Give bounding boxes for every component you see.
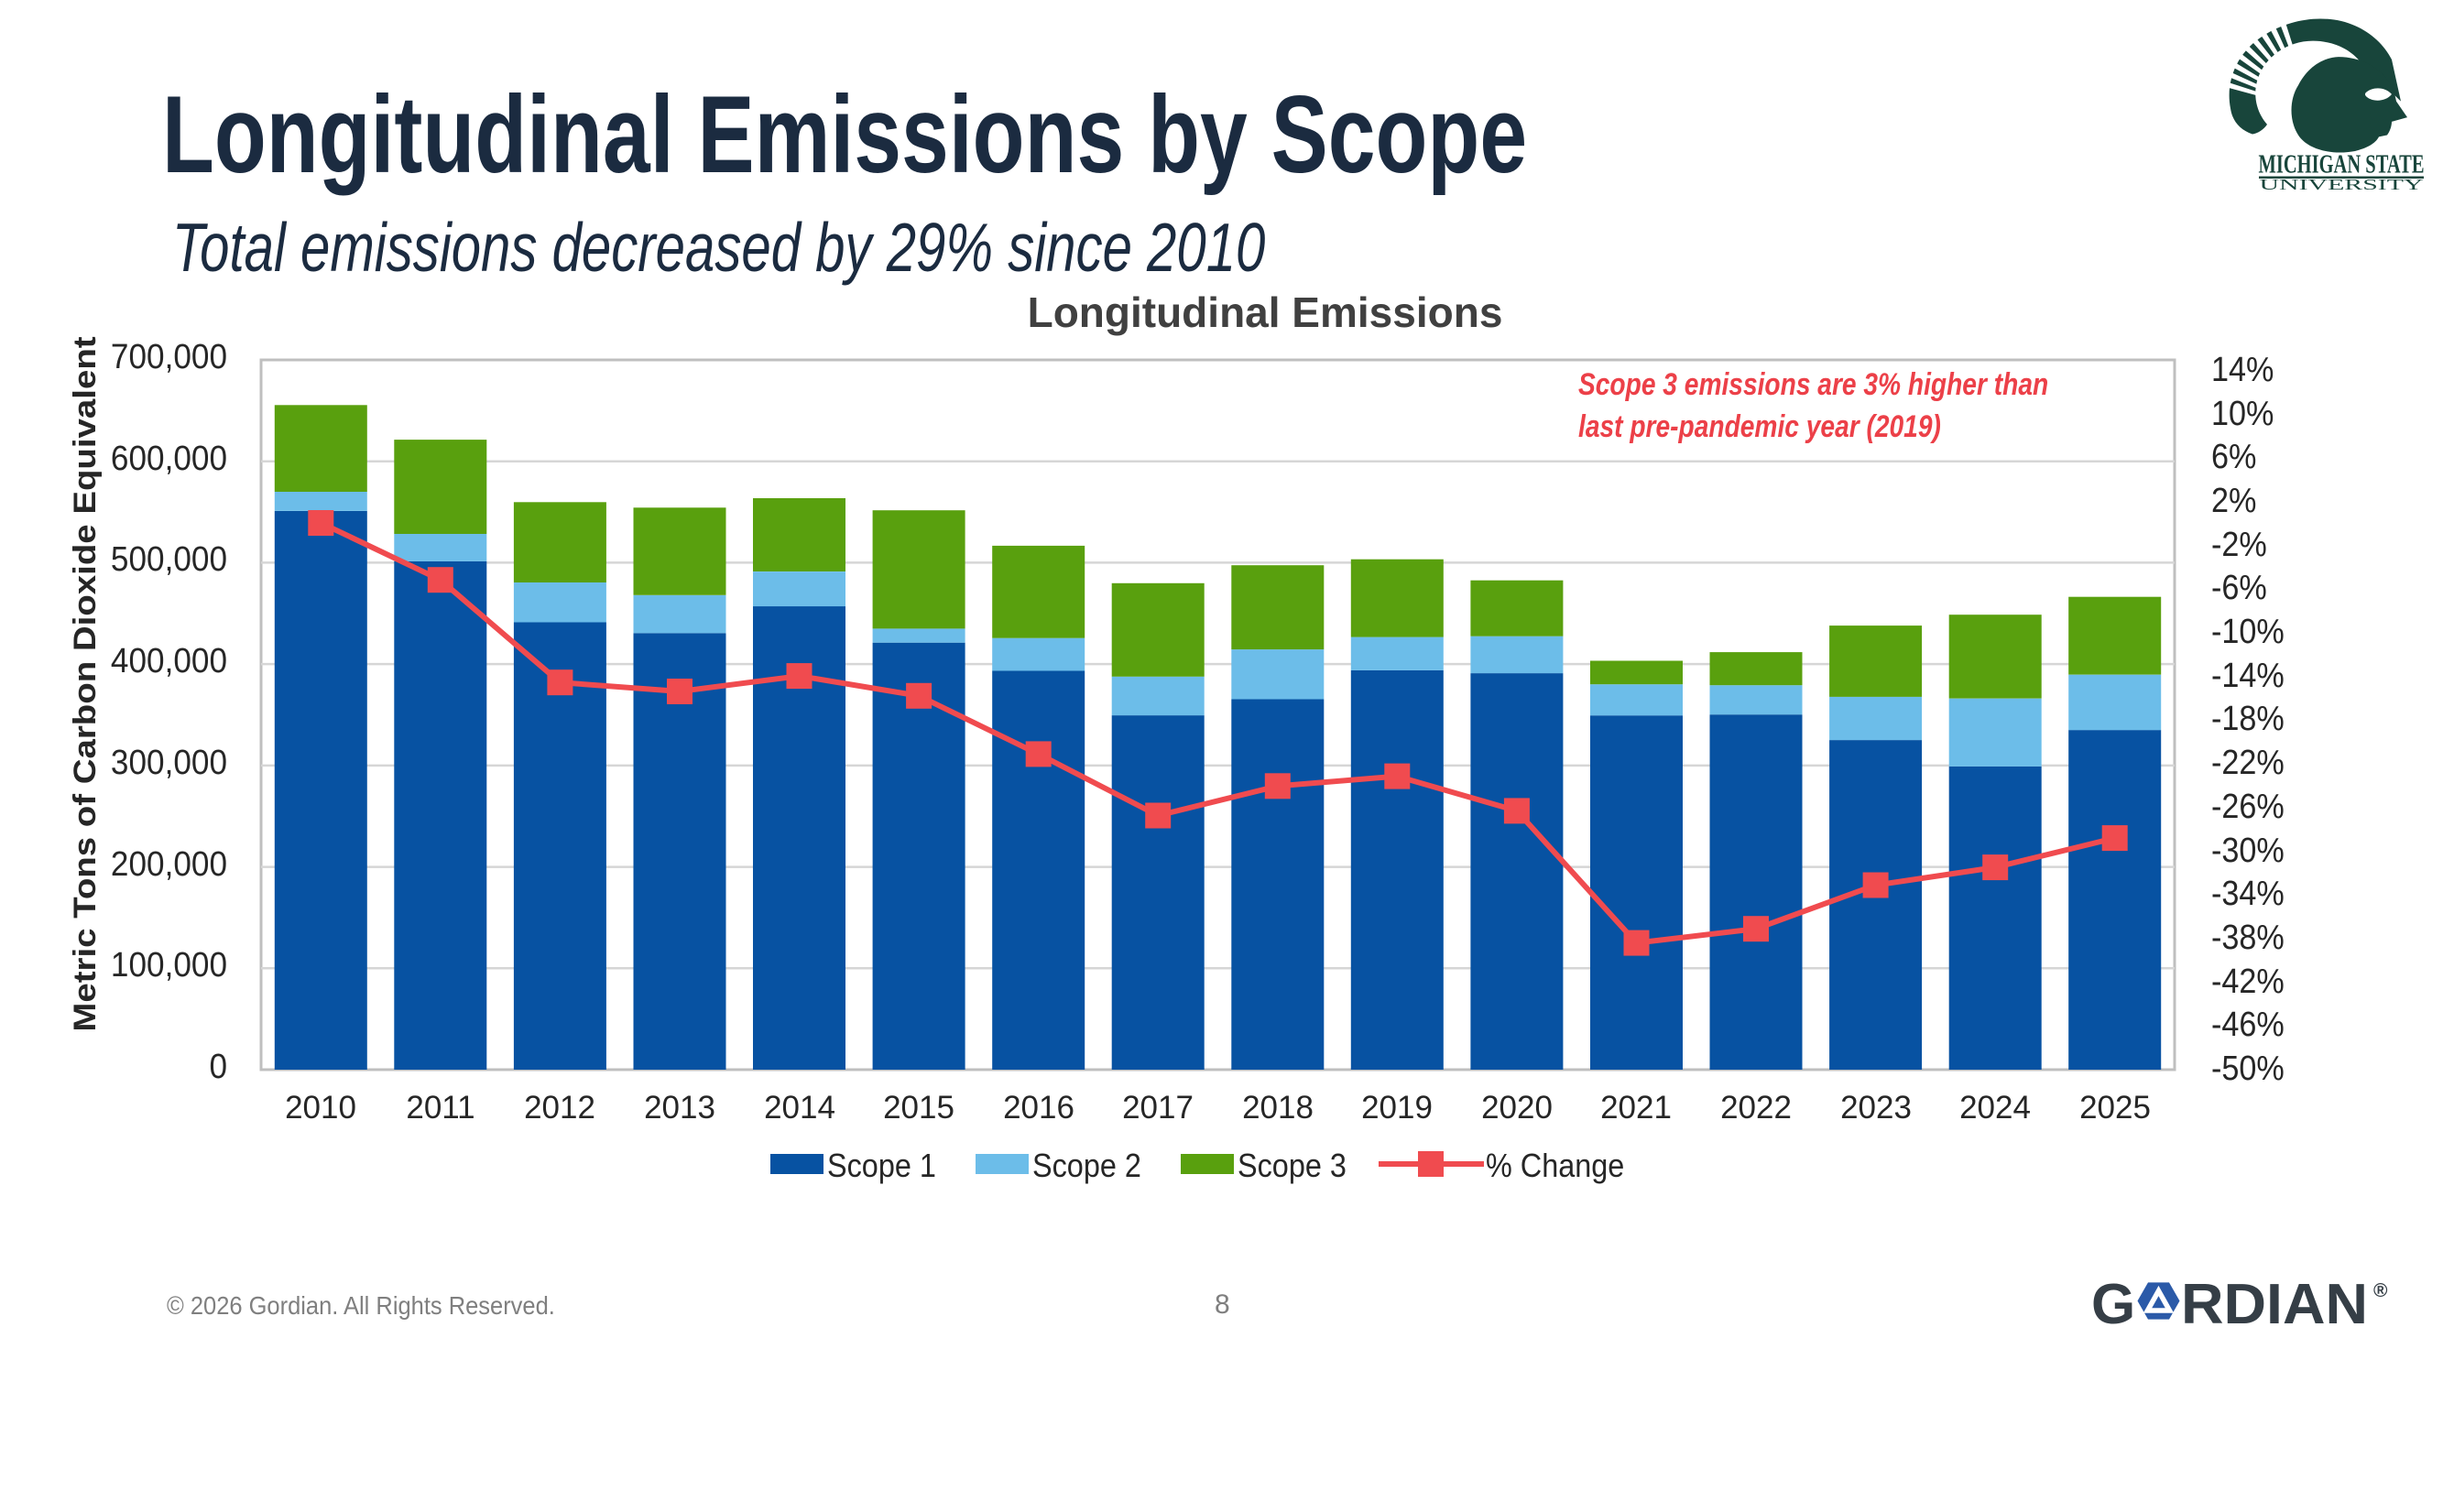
svg-text:G: G (2091, 1273, 2135, 1336)
svg-text:MICHIGAN STATE: MICHIGAN STATE (2259, 151, 2425, 179)
svg-text:RDIAN: RDIAN (2181, 1273, 2368, 1336)
svg-text:UNIVERSITY: UNIVERSITY (2260, 176, 2424, 193)
svg-text:®: ® (2373, 1280, 2388, 1301)
